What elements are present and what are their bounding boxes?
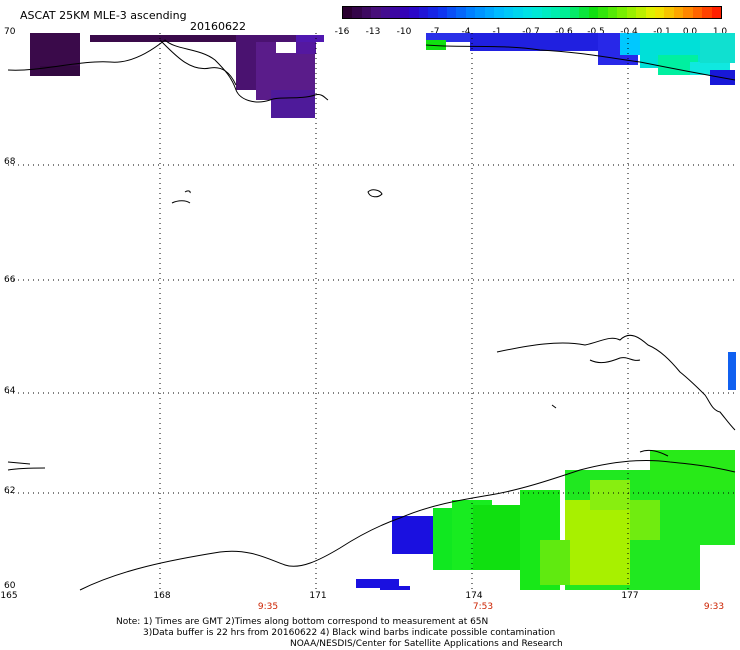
color-scale-segment: [352, 7, 362, 18]
color-scale-segment: [560, 7, 570, 18]
color-scale-label: -0.4: [620, 27, 638, 37]
color-scale-label: -1: [492, 27, 502, 37]
data-cells-green: [433, 450, 735, 590]
color-scale-label: 1.0: [712, 27, 728, 37]
color-scale-segment: [494, 7, 504, 18]
lon-label: 165: [0, 591, 18, 601]
color-scale-segment: [418, 7, 429, 18]
color-scale-segment: [598, 7, 608, 18]
color-scale-segment: [361, 7, 372, 18]
data-cells-blue-bottom: [356, 352, 736, 590]
color-scale-segment: [588, 7, 599, 18]
data-cells-blue-cyan: [426, 33, 735, 85]
lon-label: 168: [153, 591, 171, 601]
color-scale-bar: [342, 6, 722, 19]
color-scale-segment: [532, 7, 542, 18]
note-line-1: Note: 1) Times are GMT 2)Times along bot…: [116, 617, 489, 627]
color-scale-segment: [692, 7, 703, 18]
color-scale-segment: [409, 7, 419, 18]
graticule: [8, 33, 735, 590]
lon-label: 171: [309, 591, 327, 601]
color-scale-segment: [617, 7, 627, 18]
time-label: 9:33: [703, 602, 725, 612]
color-scale-segment: [607, 7, 618, 18]
color-scale-segment: [437, 7, 447, 18]
lat-label: 62: [4, 486, 16, 496]
color-scale-segment: [390, 7, 400, 18]
color-scale-label: 0.0: [682, 27, 698, 37]
color-scale-segment: [428, 7, 438, 18]
color-scale-segment: [654, 7, 665, 18]
lat-label: 68: [4, 157, 16, 167]
color-scale-segment: [711, 7, 722, 18]
color-scale-segment: [484, 7, 495, 18]
color-scale-segment: [702, 7, 712, 18]
color-scale-segment: [503, 7, 514, 18]
coastlines: [7, 39, 736, 591]
color-scale-segment: [399, 7, 410, 18]
color-scale-segment: [673, 7, 684, 18]
color-scale-label: -16: [334, 27, 350, 37]
color-scale-label: -0.5: [587, 27, 605, 37]
color-scale-label: -0.1: [653, 27, 671, 37]
color-scale-labels: -16 -13 -10 -7 -4 -1 -0.7 -0.6 -0.5 -0.4…: [332, 27, 732, 39]
color-scale-segment: [513, 7, 523, 18]
product-title: ASCAT 25KM MLE-3 ascending: [20, 9, 187, 22]
color-scale-segment: [541, 7, 551, 18]
lat-label: 66: [4, 275, 16, 285]
color-scale-segment: [645, 7, 655, 18]
color-scale-label: -0.6: [555, 27, 573, 37]
color-scale-segment: [475, 7, 485, 18]
time-label: 7:53: [472, 602, 494, 612]
color-scale-segment: [626, 7, 637, 18]
color-scale-segment: [569, 7, 580, 18]
lat-label: 60: [4, 581, 16, 591]
color-scale-segment: [446, 7, 457, 18]
product-date: 20160622: [190, 20, 246, 33]
color-scale-label: -4: [461, 27, 471, 37]
color-scale-label: -7: [430, 27, 440, 37]
color-scale-segment: [683, 7, 693, 18]
color-scale-segment: [456, 7, 466, 18]
color-scale-segment: [550, 7, 561, 18]
note-line-3: NOAA/NESDIS/Center for Satellite Applica…: [290, 639, 563, 649]
color-scale-segment: [579, 7, 589, 18]
color-scale-label: -10: [396, 27, 412, 37]
color-scale-label: -0.7: [522, 27, 540, 37]
color-scale-segment: [465, 7, 476, 18]
time-label: 9:35: [257, 602, 279, 612]
color-scale-label: -13: [365, 27, 381, 37]
lat-label: 70: [4, 27, 16, 37]
color-scale-segment: [343, 7, 353, 18]
color-scale-segment: [664, 7, 674, 18]
note-line-2: 3)Data buffer is 22 hrs from 20160622 4)…: [143, 628, 556, 638]
color-scale-segment: [636, 7, 646, 18]
lat-label: 64: [4, 386, 16, 396]
lon-label: 177: [621, 591, 639, 601]
color-scale-segment: [380, 7, 391, 18]
color-scale-segment: [371, 7, 381, 18]
color-scale-segment: [522, 7, 533, 18]
lon-label: 174: [465, 591, 483, 601]
